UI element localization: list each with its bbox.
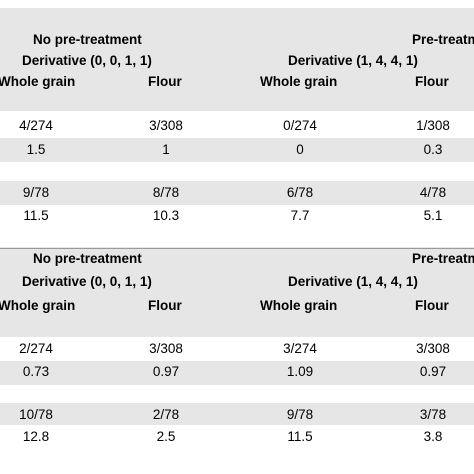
s2-r2-c1: 0.73	[22, 364, 50, 379]
s1-col-flour-2: Flour	[415, 74, 449, 89]
s1-derivative-right: Derivative (1, 4, 4, 1)	[288, 53, 418, 68]
s1-r2-c2: 1	[162, 142, 170, 157]
s2-treatment-right: Pre-treatm	[412, 251, 474, 266]
s1-r3-c4: 4/78	[419, 185, 447, 200]
s1-r3-c3: 6/78	[286, 185, 314, 200]
s2-row1-band	[0, 337, 474, 361]
section-gap	[0, 228, 474, 247]
s2-r1-c2: 3/308	[149, 341, 183, 356]
s1-spacer-band	[0, 93, 474, 111]
bottom-margin	[0, 449, 474, 474]
s2-row2-band	[0, 361, 474, 385]
s1-r4-c2: 10.3	[152, 208, 180, 223]
s2-derivative-right: Derivative (1, 4, 4, 1)	[288, 274, 418, 289]
s1-treatment-band	[0, 29, 474, 51]
s2-r2-c4: 0.97	[419, 364, 447, 379]
s1-r3-c2: 8/78	[152, 185, 180, 200]
s2-col-flour-2: Flour	[415, 298, 449, 313]
top-margin	[0, 0, 474, 8]
s2-r2-c3: 1.09	[286, 364, 314, 379]
s1-treatment-right: Pre-treatm	[412, 32, 474, 47]
s1-spacer2-band	[0, 162, 474, 181]
s2-r2-c2: 0.97	[152, 364, 180, 379]
s2-row3-band	[0, 403, 474, 425]
s1-row4-band	[0, 205, 474, 228]
s1-r4-c1: 11.5	[23, 208, 49, 223]
s1-r2-c1: 1.5	[26, 142, 46, 157]
s2-treatment-band	[0, 247, 474, 270]
s1-r4-c4: 5.1	[423, 208, 443, 223]
s2-r3-c1: 10/78	[19, 407, 53, 422]
s2-treatment-left: No pre-treatment	[33, 251, 142, 266]
s1-derivative-left: Derivative (0, 0, 1, 1)	[22, 53, 152, 68]
s2-r3-c4: 3/78	[419, 407, 447, 422]
s1-row2-band	[0, 138, 474, 162]
s1-row3-band	[0, 181, 474, 205]
s2-r4-c3: 11.5	[287, 429, 313, 444]
s1-r1-c3: 0/274	[283, 118, 317, 133]
s2-row4-band	[0, 425, 474, 449]
s2-r3-c3: 9/78	[286, 407, 314, 422]
section-divider	[0, 248, 474, 249]
band-top	[0, 8, 474, 29]
s2-columns-band	[0, 294, 474, 318]
s2-r4-c1: 12.8	[22, 429, 50, 444]
s1-r2-c3: 0	[296, 142, 304, 157]
s2-r1-c4: 3/308	[416, 341, 450, 356]
s2-r3-c2: 2/78	[152, 407, 180, 422]
s1-r4-c3: 7.7	[290, 208, 310, 223]
s2-r1-c3: 3/274	[283, 341, 317, 356]
s1-r1-c1: 4/274	[19, 118, 53, 133]
s2-spacer2-band	[0, 385, 474, 403]
s2-spacer-band	[0, 318, 474, 337]
s1-r2-c4: 0.3	[423, 142, 443, 157]
s1-col-whole-grain-2: Whole grain	[260, 74, 338, 89]
s1-col-flour-1: Flour	[148, 74, 182, 89]
s2-col-whole-grain-2: Whole grain	[260, 298, 338, 313]
s1-r3-c1: 9/78	[22, 185, 50, 200]
s2-col-flour-1: Flour	[148, 298, 182, 313]
s1-r1-c4: 1/308	[416, 118, 450, 133]
s1-col-whole-grain-1: Whole grain	[0, 74, 76, 89]
s2-derivative-band	[0, 270, 474, 294]
s1-columns-band	[0, 71, 474, 93]
s1-row1-band	[0, 111, 474, 138]
s1-r1-c2: 3/308	[149, 118, 183, 133]
s1-derivative-band	[0, 51, 474, 71]
s2-r4-c4: 3.8	[423, 429, 443, 444]
s2-r1-c1: 2/274	[19, 341, 53, 356]
s2-derivative-left: Derivative (0, 0, 1, 1)	[22, 274, 152, 289]
s2-r4-c2: 2.5	[156, 429, 176, 444]
s2-col-whole-grain-1: Whole grain	[0, 298, 76, 313]
s1-treatment-left: No pre-treatment	[33, 32, 142, 47]
